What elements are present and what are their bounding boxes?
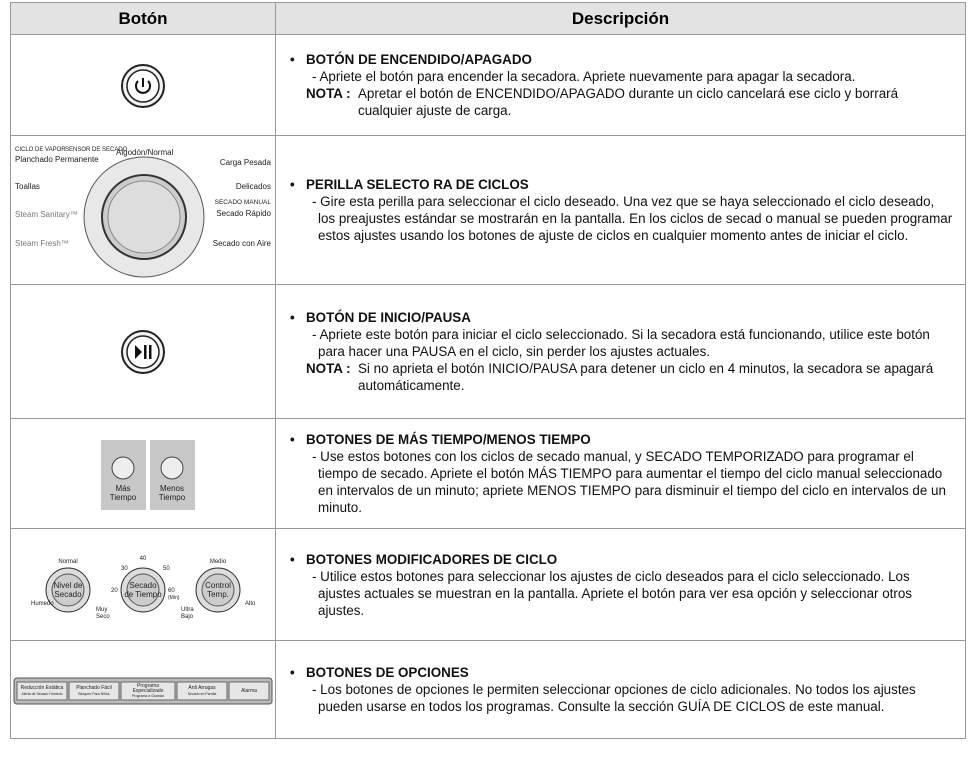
dial-label: 30 bbox=[121, 566, 128, 572]
dial-label: Secado con Aire bbox=[213, 239, 272, 248]
option-label: Secado en Parrilla bbox=[188, 692, 217, 696]
dial-label: Medio bbox=[210, 559, 227, 565]
desc-cell: BOTONES DE MÁS TIEMPO/MENOS TIEMPO- Use … bbox=[275, 418, 966, 529]
desc-cell: PERILLA SELECTO RA DE CICLOS- Gire esta … bbox=[275, 135, 966, 285]
start-button bbox=[121, 329, 165, 374]
title: BOTÓN DE INICIO/PAUSA bbox=[288, 309, 955, 326]
option-label: Especializado bbox=[133, 688, 164, 694]
note: NOTA : Apretar el botón de ENCENDIDO/APAG… bbox=[288, 85, 955, 119]
dial-label: 60 bbox=[168, 588, 175, 594]
text: - Utilice estos botones para seleccionar… bbox=[312, 568, 912, 618]
title: BOTONES DE OPCIONES bbox=[288, 664, 955, 681]
image-cell: Más Tiempo Menos Tiempo bbox=[10, 418, 276, 529]
title: PERILLA SELECTO RA DE CICLOS bbox=[288, 176, 955, 193]
row: BOTÓN DE ENCENDIDO/APAGADO- Apriete el b… bbox=[10, 34, 966, 136]
dial-label: SENSOR DE SECADO bbox=[65, 147, 128, 153]
button-label: Tiempo bbox=[159, 493, 186, 502]
dial-label: Toallas bbox=[15, 182, 40, 191]
dial-label: CICLO DE VAPOR bbox=[15, 147, 66, 153]
dial-label: Normal bbox=[58, 559, 77, 565]
row: Reducción Estática Alerta de Secado Húmed… bbox=[10, 640, 966, 739]
dial-label: Humedo bbox=[31, 601, 54, 607]
dial-label: 20 bbox=[111, 588, 118, 594]
option-label: Programa a Guardar bbox=[132, 694, 165, 698]
dial-label: Bajo bbox=[181, 614, 194, 620]
dial-label: Delicados bbox=[236, 182, 271, 191]
text: - Los botones de opciones le permiten se… bbox=[312, 682, 916, 714]
desc-cell: BOTÓN DE ENCENDIDO/APAGADO- Apriete el b… bbox=[275, 34, 966, 136]
note-text: Si no aprieta el botón INICIO/PAUSA para… bbox=[358, 361, 934, 393]
desc-cell: BOTONES DE OPCIONES- Los botones de opci… bbox=[275, 640, 966, 739]
title: BOTONES MODIFICADORES DE CICLO bbox=[288, 551, 955, 568]
dial-label: de Tiempo bbox=[124, 590, 162, 599]
option-label: Planchado Fácil bbox=[76, 685, 112, 691]
note-label: NOTA : bbox=[306, 361, 351, 376]
header: Descripción bbox=[275, 2, 966, 35]
row: BOTÓN DE INICIO/PAUSA- Apriete este botó… bbox=[10, 284, 966, 419]
dial-label: Control bbox=[205, 581, 231, 590]
row: CICLO DE VAPOR SENSOR DE SECADO Algodón/No… bbox=[10, 135, 966, 285]
header-row: Botón Descripción bbox=[10, 2, 966, 35]
dial-label: Ultra bbox=[181, 607, 194, 613]
dial-label: SECADO MANUAL bbox=[215, 199, 272, 206]
option-label: Anti Arrugas bbox=[188, 685, 216, 691]
desc-cell: BOTONES MODIFICADORES DE CICLO- Utilice … bbox=[275, 528, 966, 641]
dial-label: Steam Sanitary™ bbox=[15, 210, 78, 219]
image-cell: Normal Humedo Nivel de Secado Muy Seco 40 30 50… bbox=[10, 528, 276, 641]
dial-label: Secado Rápido bbox=[216, 209, 271, 218]
text: - Apriete el botón para encender la seca… bbox=[312, 69, 856, 84]
dial-label: Steam Fresh™ bbox=[15, 239, 69, 248]
button-label: Tiempo bbox=[110, 493, 137, 502]
option-label: Reducción Estática bbox=[21, 685, 64, 691]
image-cell: Reducción Estática Alerta de Secado Húmed… bbox=[10, 640, 276, 739]
title: BOTÓN DE ENCENDIDO/APAGADO bbox=[288, 51, 955, 68]
dial-label: Temp. bbox=[207, 590, 229, 599]
header: Botón bbox=[10, 2, 276, 35]
option-label: Alarma bbox=[241, 688, 257, 694]
note: NOTA : Si no aprieta el botón INICIO/PAUS… bbox=[288, 360, 955, 394]
dial-label: Planchado Permanente bbox=[15, 155, 99, 164]
text: - Gire esta perilla para seleccionar el … bbox=[312, 194, 953, 243]
row: Normal Humedo Nivel de Secado Muy Seco 40 30 50… bbox=[10, 528, 966, 641]
cycle-dial: CICLO DE VAPOR SENSOR DE SECADOAlgodón/No… bbox=[15, 147, 272, 277]
note-label: NOTA : bbox=[306, 86, 351, 101]
image-cell bbox=[10, 284, 276, 419]
dial-label: Seco bbox=[96, 614, 110, 620]
option-label: Programa bbox=[137, 683, 159, 689]
dial-label: Secado bbox=[129, 581, 157, 590]
image-cell: CICLO DE VAPOR SENSOR DE SECADO Algodón/No… bbox=[10, 135, 276, 285]
text: - Apriete este botón para iniciar el cic… bbox=[312, 327, 930, 359]
note-text: Apretar el botón de ENCENDIDO/APAGADO du… bbox=[358, 86, 899, 118]
dial-label: Secado bbox=[54, 590, 82, 599]
dial-label: Algodón/Normal bbox=[116, 148, 174, 157]
text: - Use estos botones con los ciclos de se… bbox=[312, 449, 946, 515]
image-cell bbox=[10, 34, 276, 136]
button-label: Más bbox=[115, 484, 130, 493]
option-label: Bloqueo Para Niños bbox=[78, 692, 109, 696]
button-label: Menos bbox=[160, 484, 184, 493]
power-button bbox=[121, 63, 165, 108]
dial-label: Carga Pesada bbox=[220, 158, 272, 167]
dial-label: Alto bbox=[245, 601, 256, 607]
dial-label: 50 bbox=[163, 566, 170, 572]
dial-label: (Min) bbox=[168, 595, 180, 601]
dial-label: 40 bbox=[140, 556, 147, 562]
desc-cell: BOTÓN DE INICIO/PAUSA- Apriete este botó… bbox=[275, 284, 966, 419]
dial-label: Muy bbox=[96, 607, 107, 613]
title: BOTONES DE MÁS TIEMPO/MENOS TIEMPO bbox=[288, 431, 955, 448]
option-label: Alerta de Secado Húmedo bbox=[21, 692, 62, 696]
dial-label: Nivel de bbox=[54, 581, 83, 590]
